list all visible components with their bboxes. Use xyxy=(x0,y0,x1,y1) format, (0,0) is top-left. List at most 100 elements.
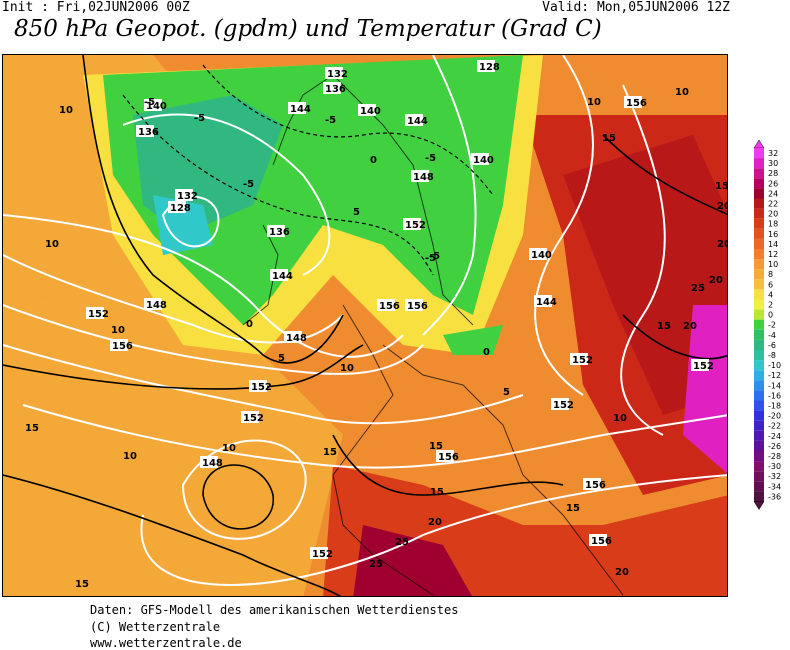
temperature-label-group: 10 -5 -5 -5 -5 0 -5 -5 5 10 10 10 15 20 … xyxy=(25,87,728,590)
legend-swatch xyxy=(754,390,764,401)
legend-label: -6 xyxy=(768,341,776,350)
temp-label: 10 xyxy=(613,413,627,424)
legend-swatch xyxy=(754,481,764,492)
temp-zone-hot xyxy=(683,305,727,474)
legend-swatch xyxy=(754,148,764,159)
legend-swatch xyxy=(754,370,764,381)
geo-label: 144 xyxy=(405,114,428,127)
geo-label: 156 xyxy=(377,299,400,312)
geo-label: 152 xyxy=(691,359,714,372)
svg-text:156: 156 xyxy=(438,452,459,463)
temp-label: 25 xyxy=(691,283,705,294)
website-link[interactable]: www.wetterzentrale.de xyxy=(90,636,242,650)
legend-arrow-top xyxy=(753,139,765,149)
svg-text:132: 132 xyxy=(327,69,348,80)
svg-text:152: 152 xyxy=(405,220,426,231)
svg-text:156: 156 xyxy=(407,301,428,312)
svg-text:144: 144 xyxy=(272,271,293,282)
geopotential-lines xyxy=(3,55,727,586)
legend-swatch xyxy=(754,471,764,482)
legend-label: 18 xyxy=(768,220,778,229)
temp-label: 5 xyxy=(353,207,360,218)
geo-label: 132 xyxy=(175,189,198,202)
svg-text:152: 152 xyxy=(243,413,264,424)
legend-label: -32 xyxy=(768,472,781,481)
legend-arrow-bottom xyxy=(753,501,765,510)
temp-label: 10 xyxy=(123,451,137,462)
legend-swatch xyxy=(754,360,764,371)
legend-swatch xyxy=(754,279,764,290)
temp-label: 10 xyxy=(222,443,236,454)
temp-label: 20 xyxy=(717,201,728,212)
geo-label: 148 xyxy=(284,331,307,344)
svg-text:148: 148 xyxy=(146,300,167,311)
legend-swatch xyxy=(754,158,764,169)
temp-label: 15 xyxy=(602,133,616,144)
temp-label: 0 xyxy=(246,319,253,330)
legend-label: -12 xyxy=(768,371,781,380)
geo-label: 128 xyxy=(477,60,500,73)
legend-label: 14 xyxy=(768,240,778,249)
temp-label: -5 xyxy=(144,97,155,108)
temp-label: 0 xyxy=(483,347,490,358)
legend-swatch xyxy=(754,350,764,361)
temp-label: 10 xyxy=(111,325,125,336)
svg-text:148: 148 xyxy=(286,333,307,344)
svg-text:136: 136 xyxy=(138,127,159,138)
legend-swatch xyxy=(754,440,764,451)
temp-label: 10 xyxy=(675,87,689,98)
temp-label: 20 xyxy=(717,239,728,250)
geo-label: 156 xyxy=(436,450,459,463)
legend-swatch xyxy=(754,430,764,441)
geo-label: 148 xyxy=(411,170,434,183)
temp-label: 10 xyxy=(587,97,601,108)
temp-label: -5 xyxy=(425,153,436,164)
geo-label: 148 xyxy=(144,298,167,311)
temp-label: 20 xyxy=(428,517,442,528)
legend-label: -20 xyxy=(768,412,781,421)
temp-label: 5 xyxy=(278,353,285,364)
legend-label: -8 xyxy=(768,351,776,360)
legend-label: 30 xyxy=(768,159,778,168)
legend-swatch xyxy=(754,269,764,280)
legend-swatch xyxy=(754,218,764,229)
svg-text:136: 136 xyxy=(269,227,290,238)
legend-label: 6 xyxy=(768,280,773,289)
legend-label: -16 xyxy=(768,391,781,400)
legend-label: 24 xyxy=(768,189,778,198)
legend-swatch xyxy=(754,299,764,310)
geo-label: 144 xyxy=(534,295,557,308)
geopotential-label-group: 132 128 136 140 144 140 144 136 140 128 … xyxy=(86,60,714,560)
temp-label: -5 xyxy=(325,115,336,126)
temperature-lines-negative xyxy=(122,64,494,276)
legend-swatch xyxy=(754,319,764,330)
legend-label: -24 xyxy=(768,432,781,441)
geo-label: 156 xyxy=(589,534,612,547)
geo-label: 140 xyxy=(144,99,167,112)
svg-text:152: 152 xyxy=(251,382,272,393)
legend-swatch xyxy=(754,380,764,391)
temp-zone-russia xyxy=(563,135,727,415)
temp-label: 15 xyxy=(657,321,671,332)
legend-swatch xyxy=(754,198,764,209)
svg-text:148: 148 xyxy=(413,172,434,183)
geo-label: 144 xyxy=(288,102,311,115)
svg-text:152: 152 xyxy=(693,361,714,372)
geo-label: 132 xyxy=(325,67,348,80)
svg-text:152: 152 xyxy=(88,309,109,320)
init-time: Init : Fri,02JUN2006 00Z xyxy=(2,0,190,15)
geo-label: 136 xyxy=(323,82,346,95)
svg-text:144: 144 xyxy=(536,297,557,308)
svg-text:140: 140 xyxy=(146,101,167,112)
geo-label: 152 xyxy=(551,398,574,411)
geo-label: 152 xyxy=(570,353,593,366)
temp-label: 10 xyxy=(45,239,59,250)
legend-swatch xyxy=(754,400,764,411)
legend-swatch xyxy=(754,249,764,260)
svg-text:152: 152 xyxy=(312,549,333,560)
temp-label: 20 xyxy=(615,567,629,578)
temp-label: 25 xyxy=(369,559,383,570)
legend-label: 10 xyxy=(768,260,778,269)
legend-swatch xyxy=(754,339,764,350)
legend-label: -18 xyxy=(768,402,781,411)
